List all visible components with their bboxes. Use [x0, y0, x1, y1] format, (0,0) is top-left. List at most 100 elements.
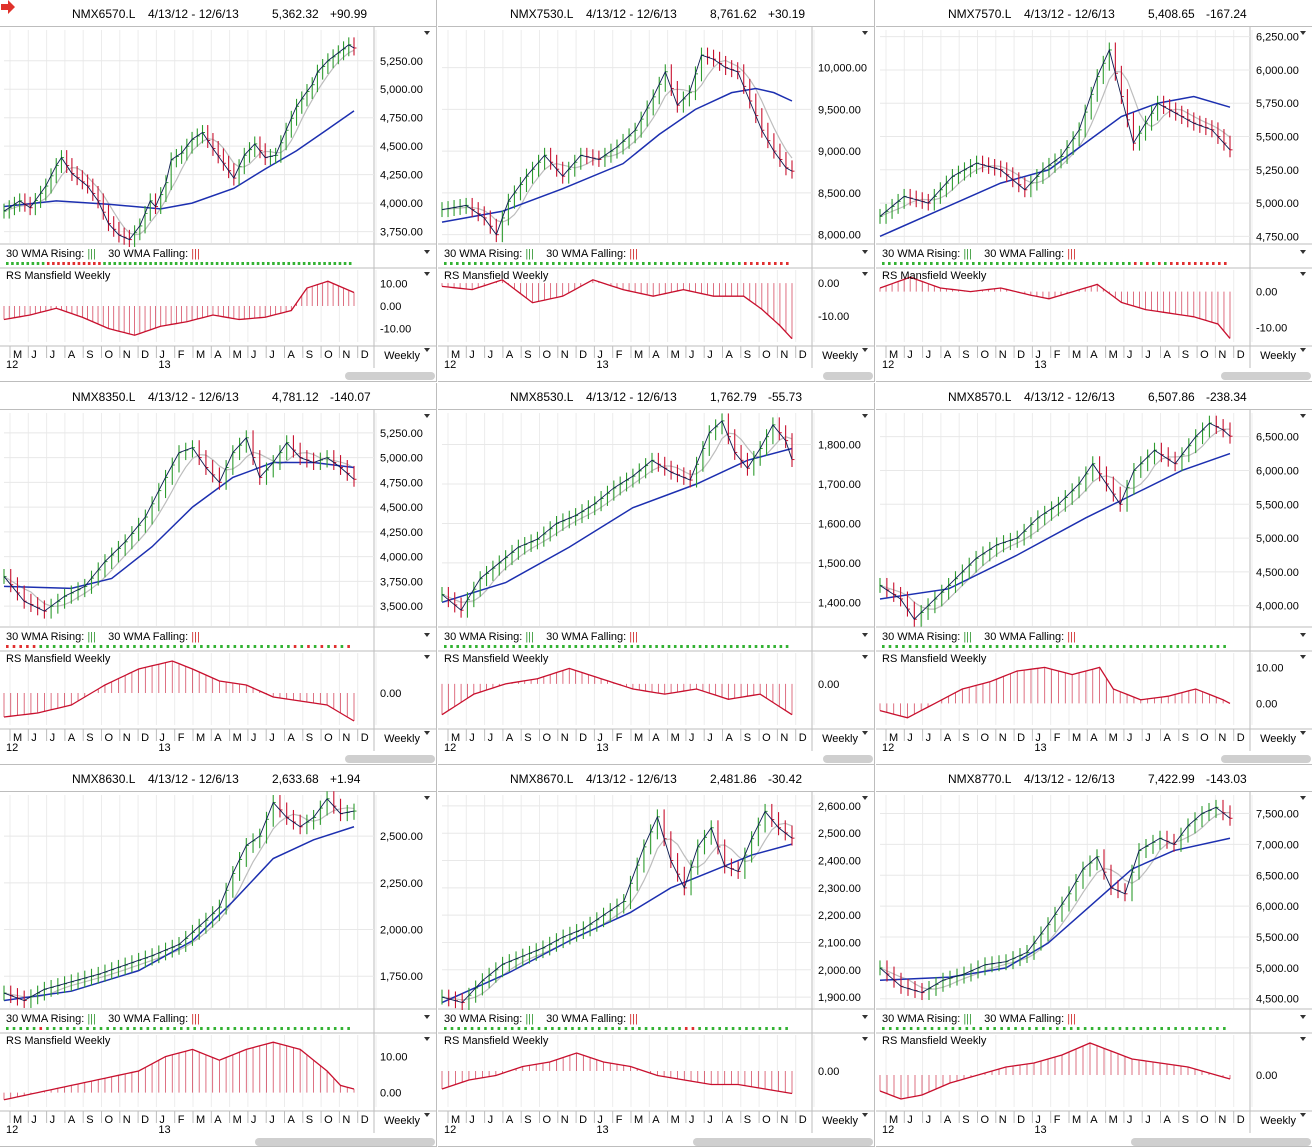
timeframe-menu-toggle[interactable] — [1300, 1113, 1306, 1117]
month-label: D — [141, 349, 149, 361]
horizontal-scrollbar[interactable] — [693, 1138, 873, 1146]
timeframe-menu-toggle[interactable] — [424, 348, 430, 352]
month-label: J — [707, 1114, 713, 1126]
wma-strip-dot — [1216, 1027, 1219, 1030]
price-menu-toggle[interactable] — [862, 796, 868, 800]
month-label: J — [31, 349, 37, 361]
wma-strip-dot — [531, 1027, 534, 1030]
price-menu-toggle[interactable] — [1300, 31, 1306, 35]
wma-menu-toggle[interactable] — [1300, 1015, 1306, 1019]
rs-menu-toggle[interactable] — [424, 1037, 430, 1041]
timeframe-label[interactable]: Weekly — [384, 350, 420, 362]
timeframe-menu-toggle[interactable] — [1300, 731, 1306, 735]
wma-menu-toggle[interactable] — [424, 250, 430, 254]
rs-menu-toggle[interactable] — [424, 655, 430, 659]
timeframe-label[interactable]: Weekly — [822, 350, 858, 362]
wma-strip-dot — [1122, 262, 1125, 265]
price-menu-toggle[interactable] — [1300, 414, 1306, 418]
wma-strip-dot — [1223, 645, 1226, 648]
timeframe-menu-toggle[interactable] — [862, 1113, 868, 1117]
timeframe-label[interactable]: Weekly — [1260, 350, 1296, 362]
timeframe-menu-toggle[interactable] — [424, 1113, 430, 1117]
year-label: 12 — [6, 1124, 18, 1136]
wma-menu-toggle[interactable] — [1300, 633, 1306, 637]
wma-menu-toggle[interactable] — [862, 1015, 868, 1019]
price-menu-toggle[interactable] — [424, 31, 430, 35]
price-tick-label: 4,000.00 — [380, 198, 423, 210]
wma-strip-dot — [765, 1027, 768, 1030]
month-label: N — [561, 1114, 569, 1126]
price-menu-toggle[interactable] — [424, 414, 430, 418]
horizontal-scrollbar[interactable] — [255, 1138, 435, 1146]
chart-header: NMX8630.L 4/13/12 - 12/6/13 2,633.68 +1.94 — [0, 765, 436, 792]
rs-menu-toggle[interactable] — [424, 272, 430, 276]
timeframe-label[interactable]: Weekly — [822, 733, 858, 745]
timeframe-label[interactable]: Weekly — [822, 1115, 858, 1127]
rs-menu-toggle[interactable] — [862, 1037, 868, 1041]
arrow-right-icon[interactable] — [0, 0, 16, 14]
month-label: A — [1164, 732, 1172, 744]
wma-strip-dot — [19, 1027, 22, 1030]
timeframe-label[interactable]: Weekly — [384, 1115, 420, 1127]
price-menu-toggle[interactable] — [862, 414, 868, 418]
chart-header: NMX8350.L 4/13/12 - 12/6/13 4,781.12 -140.0… — [0, 383, 436, 410]
wma-menu-toggle[interactable] — [862, 633, 868, 637]
timeframe-label[interactable]: Weekly — [384, 733, 420, 745]
wma-strip-dot — [1029, 645, 1032, 648]
weekly-text: Weekly — [822, 733, 858, 745]
rs-menu-toggle[interactable] — [1300, 272, 1306, 276]
wma-rising-label: 30 WMA Rising: — [444, 631, 523, 643]
wma-falling-mark: ||| — [191, 631, 200, 643]
month-label: O — [1200, 349, 1209, 361]
rs-menu-toggle[interactable] — [1300, 1037, 1306, 1041]
chart-canvas: 7,500.00 7,000.00 6,500.00 6,000.00 5,500.00… — [876, 792, 1312, 1136]
timeframe-menu-toggle[interactable] — [1300, 348, 1306, 352]
horizontal-scrollbar[interactable] — [1131, 1138, 1311, 1146]
horizontal-scrollbar[interactable] — [345, 755, 435, 763]
timeframe-menu-toggle[interactable] — [862, 348, 868, 352]
horizontal-scrollbar[interactable] — [1221, 755, 1311, 763]
wma-strip-dot — [1080, 262, 1083, 265]
wma-menu-toggle[interactable] — [862, 250, 868, 254]
wma-strip-dot — [210, 262, 214, 265]
rs-menu-toggle[interactable] — [1300, 655, 1306, 659]
timeframe-menu-toggle[interactable] — [424, 731, 430, 735]
wma-strip-dot — [481, 645, 484, 648]
rs-menu-toggle[interactable] — [862, 272, 868, 276]
month-label: M — [1109, 349, 1118, 361]
wma-strip-dot — [267, 645, 270, 648]
timeframe-label[interactable]: Weekly — [1260, 733, 1296, 745]
wma-strip-dot — [888, 1027, 892, 1030]
wma-menu-toggle[interactable] — [1300, 250, 1306, 254]
wma-strip-dot — [1125, 1027, 1129, 1030]
wma-strip-dot — [593, 645, 596, 648]
horizontal-scrollbar[interactable] — [823, 372, 873, 380]
wma-menu-toggle[interactable] — [424, 633, 430, 637]
horizontal-scrollbar[interactable] — [1221, 372, 1311, 380]
wma-strip-dot — [320, 1027, 324, 1030]
wma-strip-dot — [123, 262, 127, 265]
month-label: J — [469, 732, 475, 744]
timeframe-label[interactable]: Weekly — [1260, 1115, 1296, 1127]
price-menu-toggle[interactable] — [424, 796, 430, 800]
price-tick-label: 5,750.00 — [1256, 98, 1299, 110]
rs-menu-toggle[interactable] — [862, 655, 868, 659]
price-tick-label: 5,000.00 — [1256, 963, 1299, 975]
horizontal-scrollbar[interactable] — [823, 755, 873, 763]
month-label: S — [306, 732, 313, 744]
rs-title: RS Mansfield Weekly — [444, 1035, 548, 1047]
wma-strip-dot — [684, 262, 687, 265]
price-tick-label: 6,250.00 — [1256, 32, 1299, 44]
price-menu-toggle[interactable] — [862, 31, 868, 35]
price-menu-toggle[interactable] — [1300, 796, 1306, 800]
price-line — [879, 48, 1231, 217]
price-tick-label: 6,000.00 — [1256, 465, 1299, 477]
wma-strip-dot — [1224, 262, 1227, 265]
wma-strip-dot — [62, 262, 65, 265]
month-label: N — [1218, 1114, 1226, 1126]
horizontal-scrollbar[interactable] — [345, 372, 435, 380]
wma-strip-dot — [995, 645, 999, 648]
timeframe-menu-toggle[interactable] — [862, 731, 868, 735]
wma-menu-toggle[interactable] — [424, 1015, 430, 1019]
wma-strip-dot — [624, 1027, 628, 1030]
